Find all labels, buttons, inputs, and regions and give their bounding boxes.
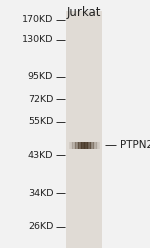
Text: Jurkat: Jurkat bbox=[67, 6, 101, 19]
Text: 72KD: 72KD bbox=[28, 95, 53, 104]
Text: 95KD: 95KD bbox=[28, 72, 53, 81]
Bar bbox=[94, 142, 95, 149]
Bar bbox=[75, 142, 76, 149]
Text: 26KD: 26KD bbox=[28, 222, 53, 231]
Bar bbox=[72, 142, 73, 149]
Bar bbox=[79, 142, 80, 149]
Bar bbox=[89, 142, 90, 149]
Bar bbox=[78, 142, 79, 149]
Text: PTPN22: PTPN22 bbox=[120, 140, 150, 150]
Bar bbox=[70, 142, 71, 149]
Bar bbox=[84, 142, 85, 149]
Bar bbox=[97, 142, 98, 149]
Bar bbox=[66, 11, 102, 248]
Text: 55KD: 55KD bbox=[28, 117, 53, 126]
Bar bbox=[90, 142, 91, 149]
Bar bbox=[92, 142, 93, 149]
Bar bbox=[96, 142, 97, 149]
Text: 43KD: 43KD bbox=[28, 151, 53, 159]
Bar bbox=[88, 142, 89, 149]
Bar bbox=[87, 142, 88, 149]
Bar bbox=[76, 142, 77, 149]
Bar bbox=[93, 142, 94, 149]
Bar bbox=[99, 142, 100, 149]
Bar bbox=[91, 142, 92, 149]
Bar bbox=[83, 142, 84, 149]
Bar bbox=[90, 142, 91, 149]
Bar bbox=[85, 142, 86, 149]
Bar bbox=[96, 142, 97, 149]
Bar bbox=[74, 142, 75, 149]
Bar bbox=[93, 142, 94, 149]
Bar bbox=[98, 142, 99, 149]
Bar bbox=[77, 142, 78, 149]
Text: 130KD: 130KD bbox=[22, 35, 53, 44]
Bar bbox=[71, 142, 72, 149]
Bar bbox=[87, 142, 88, 149]
Text: 34KD: 34KD bbox=[28, 189, 53, 198]
Bar bbox=[73, 142, 74, 149]
Bar bbox=[81, 142, 82, 149]
Bar bbox=[84, 142, 85, 149]
Text: 170KD: 170KD bbox=[22, 15, 53, 24]
Bar bbox=[75, 142, 76, 149]
Bar bbox=[81, 142, 82, 149]
Bar bbox=[86, 142, 87, 149]
Bar bbox=[80, 142, 81, 149]
Bar bbox=[78, 142, 79, 149]
Bar bbox=[95, 142, 96, 149]
Bar bbox=[72, 142, 73, 149]
Bar bbox=[69, 142, 70, 149]
Bar bbox=[82, 142, 83, 149]
